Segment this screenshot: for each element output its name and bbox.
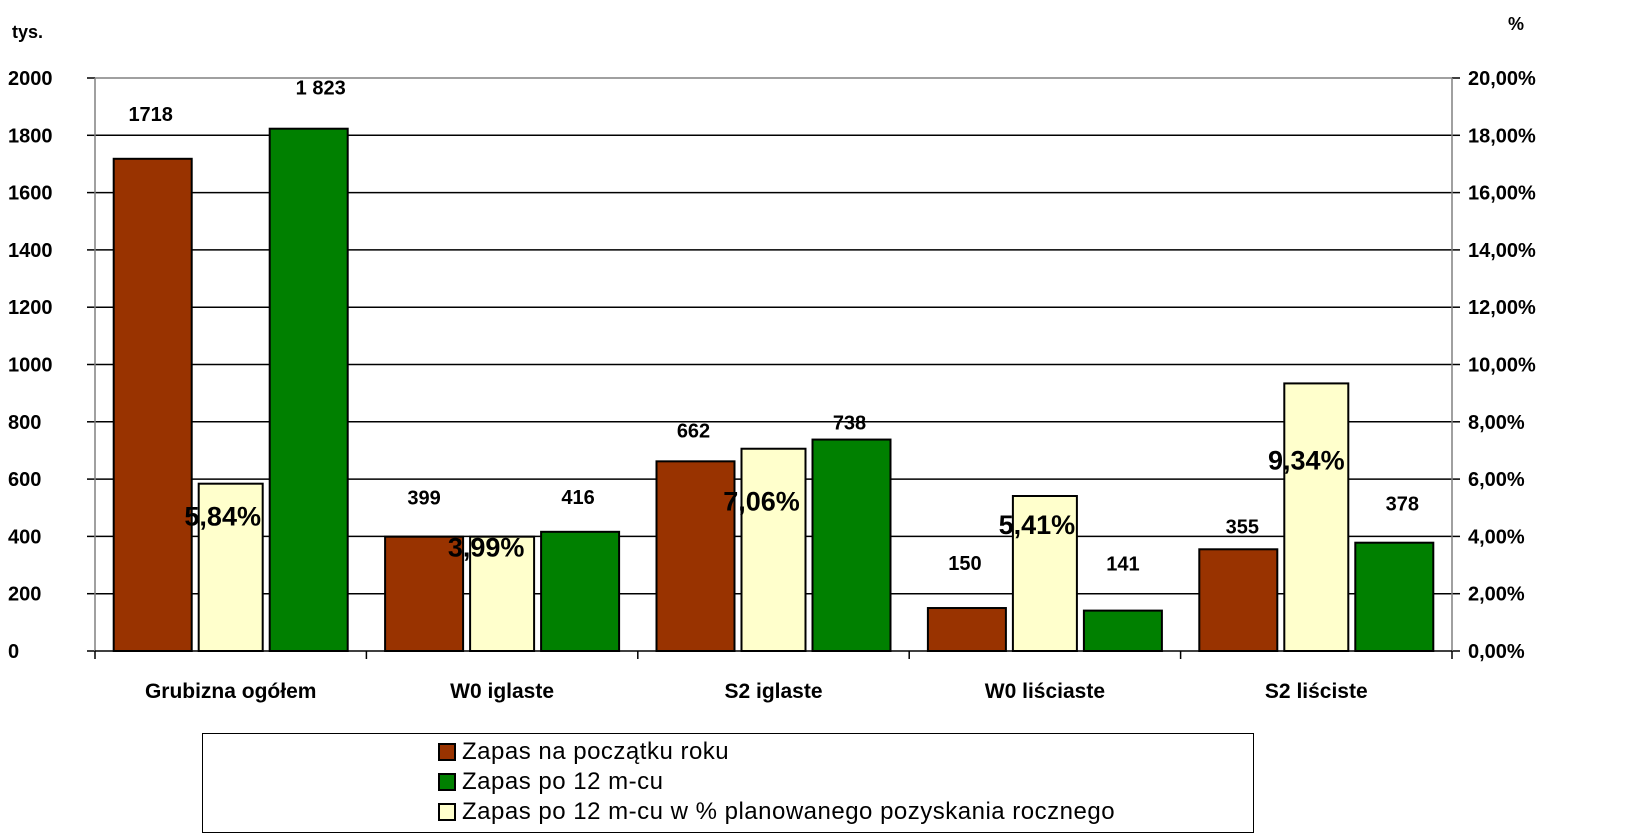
right-tick-label: 12,00% — [1468, 297, 1536, 319]
left-tick-label: 1800 — [8, 125, 53, 147]
data-label-after-12: 378 — [1386, 494, 1419, 516]
data-label-start: 355 — [1226, 516, 1259, 538]
data-label-start: 399 — [407, 488, 440, 510]
bar-zapas-po-12-m-cu-w-planowanego-pozyskania-rocznego — [1011, 495, 1078, 653]
data-label-percent: 7,06% — [723, 487, 800, 517]
data-label-percent: 9,34% — [1268, 445, 1345, 475]
category-label: Grubizna ogółem — [145, 680, 317, 703]
data-labels: 1718 1 823 5,84% 399 416 3,99% 662 738 7,06% 150 1… — [128, 78, 1419, 576]
right-tick-label: 16,00% — [1468, 183, 1536, 205]
category-label: W0 iglaste — [450, 680, 554, 703]
left-tick-label: 0 — [8, 641, 19, 663]
legend-item-percent: Zapas po 12 m-cu w % planowanego pozyska… — [438, 798, 1115, 826]
legend: Zapas na początku roku Zapas po 12 m-cu … — [202, 733, 1254, 833]
bar-zapas-po-12-m-cu-w-planowanego-pozyskania-rocznego — [740, 447, 807, 652]
tick-labels: 0 200 400 600 800 1000 1200 1400 1600 1800 2000 0,0… — [8, 68, 1536, 663]
right-tick-label: 6,00% — [1468, 469, 1525, 491]
legend-item-start: Zapas na początku roku — [438, 738, 729, 766]
left-tick-label: 200 — [8, 584, 41, 606]
bar-zapas-na-pocza-tku-roku — [384, 535, 465, 653]
data-label-after-12: 1 823 — [296, 78, 346, 100]
right-tick-label: 14,00% — [1468, 240, 1536, 262]
bar-zapas-po-12-m-cu — [1082, 609, 1163, 653]
category-label: W0 liściaste — [985, 680, 1105, 703]
legend-swatch-start — [438, 743, 456, 761]
legend-swatch-after-12 — [438, 773, 456, 791]
right-axis-unit: % — [1508, 14, 1524, 34]
bars — [112, 127, 1435, 653]
category-labels: Grubizna ogółem W0 iglaste S2 iglaste W0 li… — [145, 680, 1368, 703]
left-tick-label: 600 — [8, 469, 41, 491]
data-label-after-12: 141 — [1106, 554, 1139, 576]
bar-zapas-na-pocza-tku-roku — [112, 157, 193, 652]
bar-zapas-po-12-m-cu — [1354, 541, 1435, 652]
right-tick-label: 8,00% — [1468, 412, 1525, 434]
bar-zapas-po-12-m-cu — [540, 530, 621, 652]
data-label-after-12: 416 — [561, 487, 594, 509]
left-axis-unit: tys. — [12, 22, 43, 42]
data-label-percent: 5,41% — [999, 510, 1076, 540]
bar-zapas-po-12-m-cu — [268, 127, 349, 652]
left-tick-label: 800 — [8, 412, 41, 434]
legend-swatch-percent — [438, 803, 456, 821]
data-label-start: 1718 — [128, 104, 173, 126]
bar-zapas-po-12-m-cu-w-planowanego-pozyskania-rocznego — [1283, 382, 1350, 652]
right-tick-label: 0,00% — [1468, 641, 1525, 663]
bar-zapas-na-pocza-tku-roku — [655, 460, 736, 652]
right-tick-label: 20,00% — [1468, 68, 1536, 90]
legend-item-after-12: Zapas po 12 m-cu — [438, 768, 663, 796]
legend-label-percent: Zapas po 12 m-cu w % planowanego pozyska… — [462, 798, 1116, 825]
left-tick-label: 400 — [8, 526, 41, 548]
right-tick-label: 18,00% — [1468, 125, 1536, 147]
bar-zapas-na-pocza-tku-roku — [926, 607, 1007, 653]
data-label-percent: 5,84% — [184, 502, 261, 532]
category-label: S2 iglaste — [724, 680, 822, 703]
data-label-after-12: 738 — [833, 413, 866, 435]
bar-zapas-po-12-m-cu-w-planowanego-pozyskania-rocznego — [197, 482, 264, 652]
bar-zapas-po-12-m-cu — [811, 438, 892, 652]
left-tick-label: 2000 — [8, 68, 53, 90]
category-label: S2 liściste — [1265, 680, 1368, 703]
left-tick-label: 1200 — [8, 297, 53, 319]
right-tick-label: 4,00% — [1468, 526, 1525, 548]
left-tick-label: 1400 — [8, 240, 53, 262]
right-tick-label: 10,00% — [1468, 355, 1536, 377]
right-tick-label: 2,00% — [1468, 584, 1525, 606]
bar-zapas-na-pocza-tku-roku — [1198, 548, 1279, 652]
data-label-start: 150 — [948, 553, 981, 575]
legend-label-start: Zapas na początku roku — [462, 738, 730, 765]
left-tick-label: 1600 — [8, 183, 53, 205]
data-label-start: 662 — [677, 420, 710, 442]
data-label-percent: 3,99% — [448, 533, 525, 563]
left-tick-label: 1000 — [8, 355, 53, 377]
legend-label-after-12: Zapas po 12 m-cu — [462, 768, 664, 795]
bar-zapas-po-12-m-cu-w-planowanego-pozyskania-rocznego — [469, 535, 536, 653]
